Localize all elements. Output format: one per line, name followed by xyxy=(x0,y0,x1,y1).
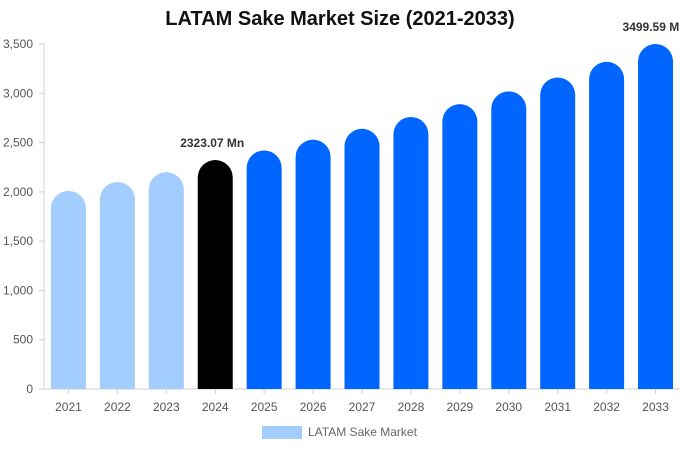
x-tick-label: 2021 xyxy=(55,400,82,414)
bar-2024[interactable] xyxy=(197,160,233,389)
y-tick-label: 2,500 xyxy=(3,136,33,150)
y-tick-label: 1,500 xyxy=(3,234,33,248)
x-tick-label: 2026 xyxy=(300,400,327,414)
bars-group xyxy=(50,44,674,390)
bar-annotations: 2323.07 Mn 3499.59 Mn xyxy=(180,20,680,150)
y-tick-label: 3,000 xyxy=(3,86,33,100)
bar-2032[interactable] xyxy=(589,61,625,389)
x-tick-label: 2033 xyxy=(642,400,669,414)
x-tick-label: 2027 xyxy=(349,400,376,414)
chart-title: LATAM Sake Market Size (2021-2033) xyxy=(165,8,515,30)
x-tick-label: 2030 xyxy=(495,400,522,414)
bar-2026[interactable] xyxy=(295,139,331,389)
bar-2029[interactable] xyxy=(442,104,478,389)
x-tick-label: 2031 xyxy=(544,400,571,414)
y-tick-label: 3,500 xyxy=(3,37,33,51)
bar-2031[interactable] xyxy=(540,77,576,389)
y-tick-label: 0 xyxy=(26,382,33,396)
y-axis-ticks: 0 500 1,000 1,500 2,000 2,500 3,000 3,500 xyxy=(3,37,44,396)
x-axis-labels: 2021 2022 2023 2024 2025 2026 2027 2028 2029 2030… xyxy=(55,389,669,414)
x-tick-label: 2028 xyxy=(398,400,425,414)
data-label-2033: 3499.59 Mn xyxy=(623,20,680,34)
bar-2025[interactable] xyxy=(246,150,282,389)
y-tick-label: 2,000 xyxy=(3,185,33,199)
y-tick-label: 500 xyxy=(13,333,33,347)
x-tick-label: 2024 xyxy=(202,400,229,414)
x-tick-label: 2029 xyxy=(446,400,473,414)
bar-2030[interactable] xyxy=(491,91,527,389)
bar-2028[interactable] xyxy=(393,116,429,389)
x-tick-label: 2032 xyxy=(593,400,620,414)
bar-2027[interactable] xyxy=(344,128,380,389)
x-tick-label: 2023 xyxy=(153,400,180,414)
legend-label: LATAM Sake Market xyxy=(308,425,417,439)
bar-2021[interactable] xyxy=(50,190,86,389)
y-tick-label: 1,000 xyxy=(3,283,33,297)
x-tick-label: 2025 xyxy=(251,400,278,414)
legend-swatch xyxy=(262,425,302,439)
bar-2022[interactable] xyxy=(99,182,135,389)
legend[interactable]: LATAM Sake Market xyxy=(262,425,417,439)
bar-2023[interactable] xyxy=(148,172,184,389)
data-label-2024: 2323.07 Mn xyxy=(180,136,244,150)
x-tick-label: 2022 xyxy=(104,400,131,414)
bar-2033[interactable] xyxy=(638,44,674,390)
